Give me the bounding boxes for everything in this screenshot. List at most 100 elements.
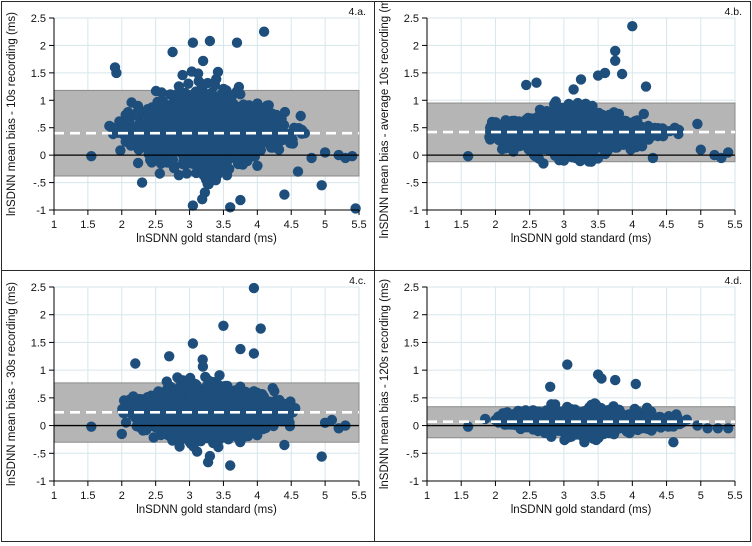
- scatter-point: [118, 405, 128, 415]
- grid: [427, 287, 735, 481]
- scatter-point: [130, 358, 140, 368]
- x-tick-label: 3: [186, 490, 192, 502]
- y-tick-label: 2: [40, 310, 46, 322]
- scatter-point: [139, 142, 149, 152]
- scatter-point: [225, 460, 235, 470]
- scatter-point: [262, 415, 272, 425]
- scatter-point: [588, 118, 598, 128]
- x-tick-label: 5: [698, 219, 704, 231]
- y-tick-label: 2: [413, 40, 419, 52]
- scatter-point: [538, 158, 548, 168]
- scatter-point: [252, 161, 262, 171]
- scatter-point: [127, 140, 137, 150]
- scatter-point: [567, 145, 577, 155]
- scatter-point: [274, 395, 284, 405]
- scatter-point: [210, 158, 220, 168]
- scatter-point: [256, 323, 266, 333]
- y-tick-label: -.5: [406, 178, 419, 190]
- scatter-point: [141, 425, 151, 435]
- scatter-point: [723, 147, 733, 157]
- scatter-point: [163, 389, 173, 399]
- scatter-point: [164, 351, 174, 361]
- scatter-point: [174, 392, 184, 402]
- scatter-point: [581, 109, 591, 119]
- scatter-point: [531, 78, 541, 88]
- scatter-point: [182, 112, 192, 122]
- scatter-point: [485, 133, 495, 143]
- scatter-point: [612, 112, 622, 122]
- scatter-point: [123, 107, 133, 117]
- scatter-point: [494, 135, 504, 145]
- scatter-point: [573, 98, 583, 108]
- y-tick-label: 1.5: [31, 337, 46, 349]
- y-tick-label: 2.5: [404, 13, 419, 25]
- x-tick-label: 3: [561, 219, 567, 231]
- scatter-point: [177, 70, 187, 80]
- y-tick-label: -.5: [33, 448, 46, 460]
- scatter-point: [145, 155, 155, 165]
- scatter-point: [259, 27, 269, 37]
- scatter-point: [327, 415, 337, 425]
- scatter-point: [198, 56, 208, 66]
- scatter-point: [249, 348, 259, 358]
- scatter-point: [568, 84, 578, 94]
- scatter-point: [296, 111, 306, 121]
- scatter-point: [156, 133, 166, 143]
- scatter-point: [648, 153, 658, 163]
- scatter-point: [187, 435, 197, 445]
- x-tick-label: 2.5: [148, 219, 163, 231]
- y-tick-label: 1: [40, 365, 46, 377]
- scatter-point: [133, 158, 143, 168]
- scatter-point: [202, 179, 212, 189]
- scatter-point: [180, 88, 190, 98]
- y-tick-label: .5: [37, 393, 46, 405]
- scatter-point: [188, 200, 198, 210]
- scatter-point: [134, 109, 144, 119]
- scatter-point: [188, 140, 198, 150]
- y-tick-label: 1.5: [404, 68, 419, 80]
- x-tick-label: 1.5: [80, 490, 95, 502]
- x-tick-label: 3.5: [216, 219, 231, 231]
- scatter-point: [610, 56, 620, 66]
- y-tick-label: 1: [40, 95, 46, 107]
- scatter-point: [593, 70, 603, 80]
- scatter-point: [627, 21, 637, 31]
- scatter-point: [633, 139, 643, 149]
- scatter-point: [696, 145, 706, 155]
- x-tick-label: 3.5: [216, 490, 231, 502]
- scatter-point: [197, 194, 207, 204]
- scatter-point: [658, 129, 668, 139]
- scatter-point: [119, 395, 129, 405]
- scatter-point: [111, 68, 121, 78]
- scatter-point: [235, 344, 245, 354]
- y-axis-title: lnSDNN mean bias - 10s recording (ms): [6, 12, 18, 216]
- panel-label: 4.c.: [349, 275, 366, 287]
- scatter-point: [240, 419, 250, 429]
- scatter-point: [248, 105, 258, 115]
- scatter-point: [149, 432, 159, 442]
- scatter-point: [163, 142, 173, 152]
- scatter-point: [576, 74, 586, 84]
- scatter-point: [86, 151, 96, 161]
- scatter-point: [553, 129, 563, 139]
- scatter-point: [226, 151, 236, 161]
- scatter-point: [137, 177, 147, 187]
- scatter-point: [606, 133, 616, 143]
- scatter-point: [236, 111, 246, 121]
- scatter-point: [174, 170, 184, 180]
- x-tick-label: 2: [119, 490, 125, 502]
- scatter-point: [641, 81, 651, 91]
- scatter-point: [134, 402, 144, 412]
- y-tick-label: -1: [409, 205, 419, 217]
- x-tick-label: 5: [322, 490, 328, 502]
- y-tick-label: 1: [413, 95, 419, 107]
- scatter-point: [276, 115, 286, 125]
- scatter-point: [117, 429, 127, 439]
- scatter-point: [285, 138, 295, 148]
- scatter-point: [249, 425, 259, 435]
